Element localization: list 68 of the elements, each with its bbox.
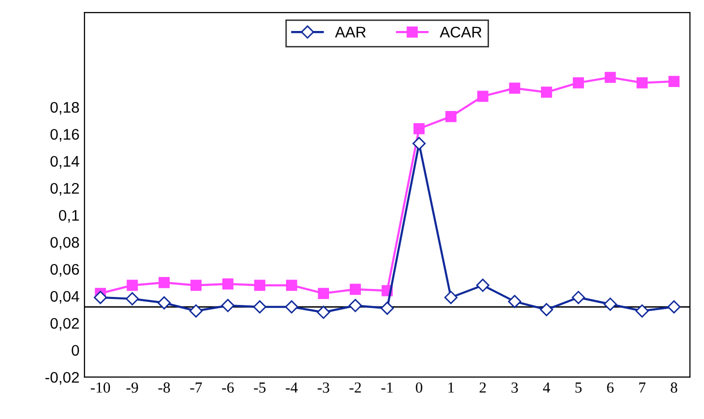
point: [380, 302, 394, 315]
point: [222, 278, 234, 290]
point: [414, 123, 425, 134]
point: [316, 306, 330, 319]
y-tick-label: 0,02: [50, 318, 79, 331]
point: [126, 292, 139, 306]
y-tick-label: 0,06: [50, 264, 79, 277]
x-tick-label: -10: [90, 382, 110, 393]
legend-label: AAR: [335, 26, 366, 38]
point: [286, 280, 298, 291]
point: [318, 288, 330, 299]
x-tick-label: 8: [670, 382, 678, 393]
x-tick-label: 3: [512, 382, 518, 393]
x-tick-label: 0: [416, 382, 422, 393]
x-tick-label: 1: [448, 382, 454, 393]
point: [126, 280, 138, 291]
point: [668, 76, 680, 87]
y-tick-label: 0,08: [50, 236, 79, 250]
point: [190, 280, 202, 291]
point: [636, 304, 649, 318]
y-tick-label: 0,12: [50, 182, 79, 196]
x-tick-label: -3: [318, 382, 330, 393]
x-tick-label: -8: [158, 382, 170, 393]
point: [285, 300, 298, 314]
x-tick-label: -4: [286, 382, 298, 393]
point: [445, 110, 456, 122]
point: [667, 300, 681, 314]
point: [221, 298, 234, 312]
point: [350, 284, 361, 295]
point: [477, 90, 488, 102]
point: [636, 77, 648, 88]
point: [412, 136, 426, 150]
x-tick-label: 7: [639, 382, 646, 393]
point: [348, 298, 362, 312]
x-tick-label: -6: [222, 382, 234, 393]
x-tick-label: -5: [254, 382, 266, 393]
point: [254, 280, 266, 291]
point: [253, 300, 266, 314]
y-tick-label: 0: [72, 344, 80, 356]
point: [444, 290, 458, 304]
x-tick-label: 5: [575, 382, 582, 393]
y-tick-label: -0,02: [45, 372, 79, 385]
x-tick-label: -9: [126, 382, 138, 393]
x-tick-label: -2: [350, 382, 361, 393]
point: [158, 277, 170, 288]
point: [509, 82, 520, 94]
x-tick-label: 4: [543, 382, 550, 393]
point: [189, 304, 203, 318]
y-tick-label: 0,04: [50, 290, 80, 304]
point: [540, 86, 552, 98]
x-tick-label: -1: [381, 382, 393, 393]
y-tick-label: 0,14: [50, 156, 80, 169]
point: [94, 290, 107, 304]
point: [540, 303, 554, 316]
point: [508, 294, 522, 308]
y-tick-label: 0,16: [50, 128, 79, 142]
y-tick-label: 0,1: [58, 210, 79, 223]
y-tick-label: 0,18: [50, 102, 79, 115]
x-tick-label: -7: [190, 382, 202, 393]
point: [604, 72, 616, 83]
x-tick-label: 2: [480, 382, 486, 393]
x-tick-label: 6: [607, 382, 614, 393]
point: [572, 77, 584, 88]
point: [476, 278, 490, 292]
point: [604, 298, 617, 311]
point: [158, 296, 171, 310]
point: [572, 290, 585, 304]
legend-label: ACAR: [440, 26, 482, 38]
